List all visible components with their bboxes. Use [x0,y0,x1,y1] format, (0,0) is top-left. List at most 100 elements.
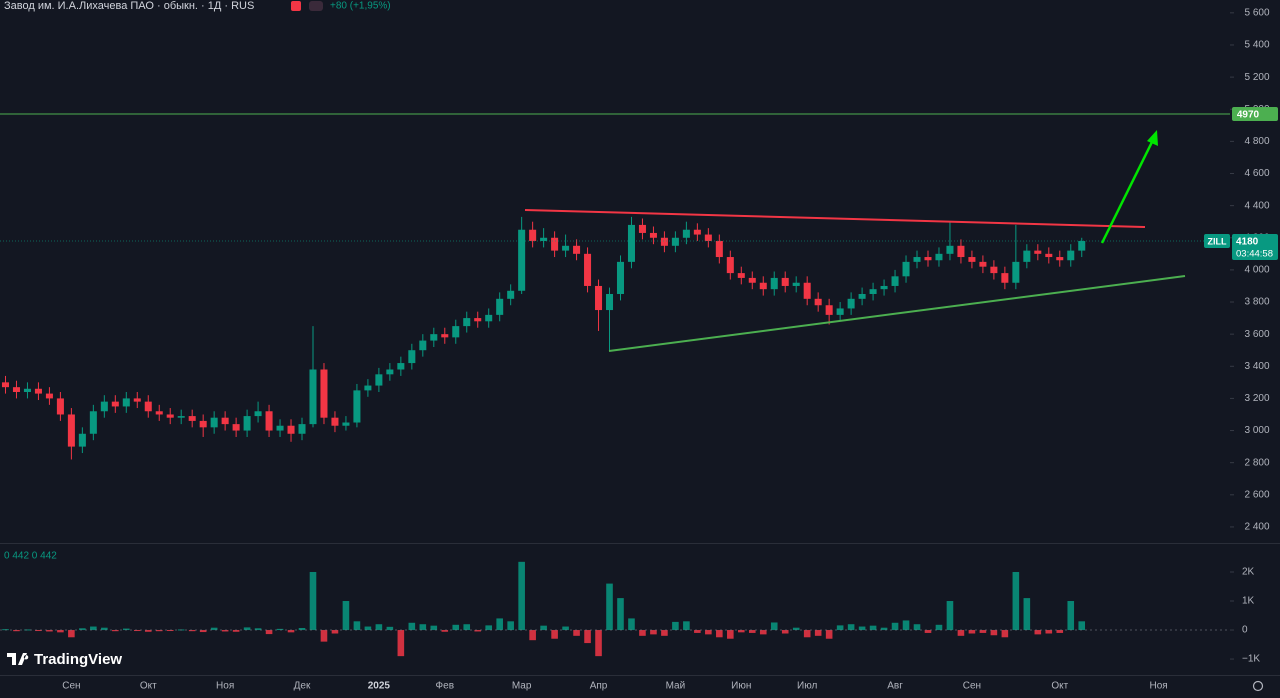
candle-body [1023,250,1031,262]
candle-body [1067,250,1075,261]
histogram-bar [825,630,833,639]
histogram-bar [781,630,789,634]
histogram-bar [1045,630,1053,634]
candle-body [616,261,625,294]
histogram-bar [331,630,339,634]
histogram-bar [792,627,800,631]
histogram-bar [199,630,207,633]
y-tick-label: 3 000 [1244,425,1269,436]
price-change: +80 (+1,95%) [330,1,391,12]
histogram-bar [123,628,130,631]
histogram-bar [24,629,31,631]
histogram-bar [573,630,580,636]
histogram-bar [880,627,888,631]
histogram-bar [672,621,679,631]
candle-body [847,298,855,309]
histogram-bar [869,625,877,631]
histogram-bar [979,630,987,633]
histogram-bar [551,630,558,639]
candle-body [254,411,262,417]
candle-body [595,285,603,311]
candle-body [23,388,31,392]
candle-body [441,334,449,338]
candle-body [913,257,921,262]
candle-body [638,224,646,233]
candle-body [133,398,141,402]
x-tick-label: Окт [140,681,157,692]
histogram-bar [254,628,262,631]
y-tick-label: 3 800 [1244,297,1269,308]
candle-body [836,308,844,315]
histogram-bar [375,624,383,631]
logo: TradingView [7,651,122,668]
candle-body [825,305,833,315]
histogram-bar [298,627,306,631]
x-tick-label: Ноя [216,681,234,692]
histogram-bar [716,630,723,638]
candle-body [737,273,745,278]
candle-body [298,424,306,434]
histogram-bar [540,625,547,631]
candle-body [276,425,284,431]
level-label-box [1232,107,1278,122]
histogram-bar [79,628,86,631]
histogram-bar [694,630,701,633]
candle-body [880,285,888,290]
histogram-bar [518,561,525,631]
candle-body [386,369,394,375]
histogram-bar [342,601,350,631]
histogram-bar [935,624,943,631]
candle-body [671,237,679,246]
histogram-bar [595,630,602,657]
candle-body [726,257,734,274]
candle-body [573,245,581,254]
settings-icon[interactable] [1252,680,1264,692]
x-tick-label: Июл [797,681,817,692]
candle-body [265,411,273,431]
candle-body [770,277,778,290]
histogram-bar [913,624,921,631]
candle-body [1,382,10,388]
x-tick-label: Ноя [1150,681,1168,692]
candle-body [968,257,976,262]
histogram-bar [968,630,976,634]
candle-body [540,237,548,241]
histogram-bar [232,630,240,632]
candle-body [858,293,866,299]
histogram-bar [738,630,745,633]
y-tick-label: 5 200 [1244,72,1269,83]
histogram-bar [902,620,910,631]
candle-body [529,229,537,241]
candle-body [463,318,471,327]
candle-body [759,282,767,290]
candle-body [89,411,97,434]
x-tick-label: Май [666,681,686,692]
candle-body [100,401,108,412]
histogram-bar [188,630,196,632]
histogram-bar [474,630,482,632]
candle-body [188,416,196,421]
candle-body [452,326,460,338]
candle-body [45,393,53,399]
histogram-bar [529,630,536,641]
countdown: 03:44:58 [1236,248,1273,259]
histogram-bar [155,630,163,632]
histogram-bar [452,624,460,631]
histogram-bar [924,630,932,633]
y-tick-label: 4 000 [1244,265,1269,276]
candle-body [397,363,405,370]
candle-body [518,229,526,291]
candle-body [1045,253,1053,258]
histogram-bar [957,630,965,636]
histogram-bar [309,571,317,631]
candle-body [748,277,756,283]
histogram-bar [507,621,514,631]
candle-body [693,229,701,235]
candle-body [682,229,690,238]
y-tick-label: 2 400 [1244,522,1269,533]
histogram-bar [617,598,624,631]
candle-body [891,276,899,286]
histogram-bar [364,626,372,631]
